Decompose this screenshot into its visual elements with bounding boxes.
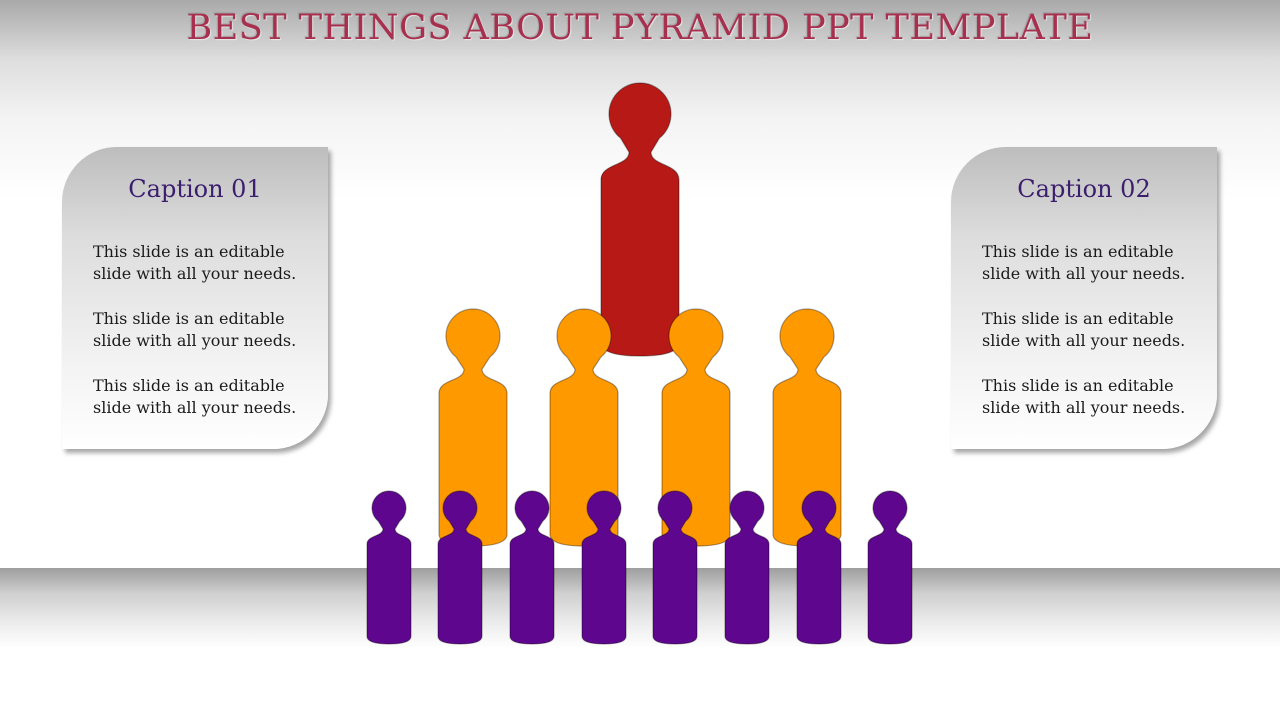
bottom-figure	[366, 490, 412, 645]
bottom-figure	[437, 490, 483, 645]
caption-box-01: Caption 01 This slide is an editable sli…	[62, 147, 328, 449]
caption-text: This slide is an editable slide with all…	[93, 309, 297, 350]
caption-box-02: Caption 02 This slide is an editable sli…	[951, 147, 1217, 449]
middle-figure-group	[438, 308, 842, 547]
bottom-figure	[796, 490, 842, 645]
middle-figure	[549, 308, 619, 547]
caption-heading: Caption 02	[1017, 175, 1151, 203]
bottom-figure-group	[366, 490, 913, 645]
middle-figure	[772, 308, 842, 547]
caption-text-list: This slide is an editable slide with all…	[93, 241, 321, 442]
bottom-figure	[652, 490, 698, 645]
caption-text: This slide is an editable slide with all…	[982, 242, 1186, 283]
slide-title: BEST THINGS ABOUT PYRAMID PPT TEMPLATE	[186, 8, 1094, 48]
top-figure	[600, 82, 680, 357]
top-figure-group	[600, 82, 680, 357]
middle-figure	[438, 308, 508, 547]
bottom-figure	[724, 490, 770, 645]
bottom-figure	[867, 490, 913, 645]
caption-text: This slide is an editable slide with all…	[982, 376, 1186, 417]
bottom-figure	[509, 490, 555, 645]
floor-band	[0, 568, 1280, 720]
caption-heading: Caption 01	[128, 175, 262, 203]
caption-text-list: This slide is an editable slide with all…	[982, 241, 1210, 442]
caption-text: This slide is an editable slide with all…	[93, 242, 297, 283]
bottom-figure	[581, 490, 627, 645]
middle-figure	[661, 308, 731, 547]
caption-text: This slide is an editable slide with all…	[93, 376, 297, 417]
caption-text: This slide is an editable slide with all…	[982, 309, 1186, 350]
